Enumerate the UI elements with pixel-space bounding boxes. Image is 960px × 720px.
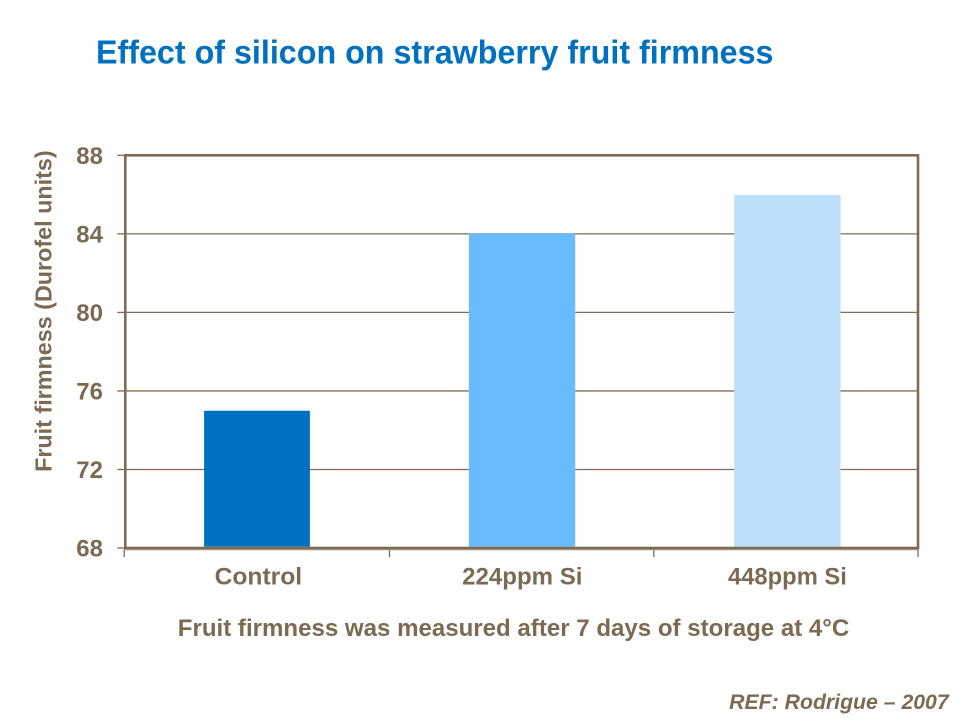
svg-text:224ppm Si: 224ppm Si bbox=[462, 564, 582, 591]
svg-text:REF: Rodrigue – 2007: REF: Rodrigue – 2007 bbox=[729, 691, 950, 714]
svg-text:72: 72 bbox=[76, 457, 103, 484]
svg-text:Control: Control bbox=[215, 564, 303, 591]
svg-text:Effect of silicon on strawberr: Effect of silicon on strawberry fruit fi… bbox=[96, 33, 774, 70]
svg-text:88: 88 bbox=[76, 143, 103, 170]
svg-text:80: 80 bbox=[76, 300, 103, 327]
svg-text:448ppm Si: 448ppm Si bbox=[728, 564, 847, 591]
svg-text:68: 68 bbox=[76, 536, 103, 563]
svg-text:76: 76 bbox=[76, 379, 103, 406]
svg-text:Fruit firmness was measured af: Fruit firmness was measured after 7 days… bbox=[178, 615, 850, 642]
svg-text:84: 84 bbox=[76, 222, 103, 249]
svg-text:Fruit firmness (Durofel units): Fruit firmness (Durofel units) bbox=[31, 150, 57, 472]
